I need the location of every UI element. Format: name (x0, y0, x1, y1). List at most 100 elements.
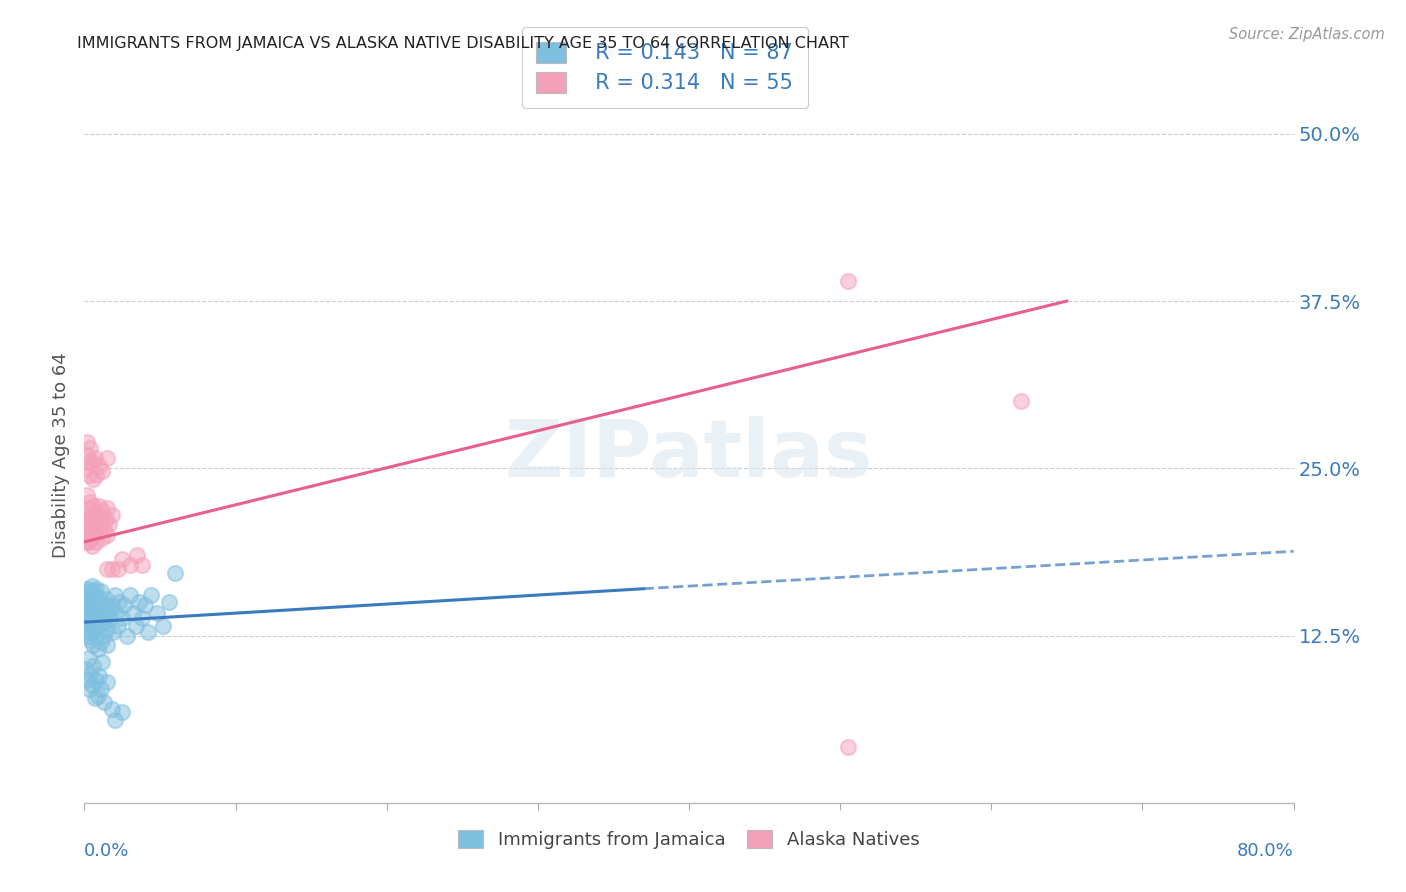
Point (80, 579, 103, 593)
Point (82, 598, 104, 612)
Point (76, 624, 98, 639)
Point (91, 504, 114, 518)
Point (84, 606, 107, 620)
Point (75, 608, 97, 623)
Point (89, 606, 111, 620)
Point (127, 548, 149, 563)
Point (134, 598, 156, 612)
Text: ZIPatlas: ZIPatlas (505, 416, 873, 494)
Point (80, 678, 103, 692)
Point (93, 628, 115, 642)
Point (87, 611, 110, 625)
Point (100, 562, 122, 576)
Point (75, 662, 97, 676)
Point (90, 635, 112, 649)
Point (76, 673, 98, 687)
Point (82, 499, 104, 513)
Point (100, 598, 122, 612)
Point (87, 508, 110, 523)
Point (90, 515, 112, 529)
Point (77, 619, 100, 633)
Point (77, 501, 100, 516)
Point (104, 589, 127, 603)
Point (165, 566, 187, 580)
Point (76, 508, 98, 523)
Point (84, 589, 107, 603)
Point (96, 675, 118, 690)
Point (75, 515, 97, 529)
Point (107, 619, 129, 633)
Point (91, 464, 114, 478)
Point (84, 450, 107, 465)
Point (84, 512, 107, 526)
Point (837, 739, 859, 754)
Point (105, 606, 128, 620)
Point (86, 582, 108, 596)
Text: IMMIGRANTS FROM JAMAICA VS ALASKA NATIVE DISABILITY AGE 35 TO 64 CORRELATION CHA: IMMIGRANTS FROM JAMAICA VS ALASKA NATIVE… (77, 36, 849, 51)
Point (80, 624, 103, 639)
Text: 0.0%: 0.0% (84, 842, 129, 860)
Point (96, 562, 118, 576)
Point (1011, 394, 1033, 409)
Point (111, 705, 134, 719)
Point (89, 521, 111, 535)
Point (96, 501, 118, 516)
Point (93, 615, 115, 630)
Point (118, 589, 141, 603)
Point (76, 592, 98, 607)
Point (86, 602, 108, 616)
Point (93, 521, 115, 535)
Point (837, 274, 859, 288)
Point (91, 598, 114, 612)
Point (94, 592, 117, 607)
Point (111, 611, 134, 625)
Point (89, 592, 111, 607)
Point (93, 696, 115, 710)
Point (79, 531, 101, 545)
Point (79, 515, 101, 529)
Point (79, 615, 101, 630)
Point (87, 642, 110, 657)
Point (77, 455, 100, 469)
Point (82, 517, 104, 532)
Point (76, 448, 98, 462)
Point (98, 611, 121, 625)
Point (107, 562, 129, 576)
Point (77, 681, 100, 696)
Point (87, 689, 110, 703)
Point (100, 508, 122, 523)
Point (128, 595, 150, 609)
Point (111, 552, 134, 566)
Point (94, 606, 117, 620)
Y-axis label: Disability Age 35 to 64: Disability Age 35 to 64 (52, 352, 70, 558)
Point (82, 659, 104, 673)
Point (89, 669, 111, 683)
Point (86, 628, 108, 642)
Point (139, 589, 162, 603)
Point (82, 584, 104, 599)
Point (76, 488, 98, 502)
Point (112, 598, 135, 612)
Point (89, 619, 111, 633)
Point (97, 602, 120, 616)
Point (79, 667, 101, 681)
Point (115, 628, 138, 642)
Point (82, 638, 104, 652)
Text: 80.0%: 80.0% (1237, 842, 1294, 860)
Point (76, 434, 98, 449)
Point (86, 467, 108, 482)
Point (152, 619, 174, 633)
Point (80, 455, 103, 469)
Point (84, 528, 107, 542)
Point (75, 615, 97, 630)
Point (91, 531, 114, 545)
Point (100, 702, 122, 716)
Point (90, 584, 112, 599)
Point (118, 558, 141, 572)
Point (75, 589, 97, 603)
Point (80, 595, 103, 609)
Point (157, 595, 180, 609)
Point (77, 467, 100, 482)
Point (76, 611, 98, 625)
Point (80, 539, 103, 553)
